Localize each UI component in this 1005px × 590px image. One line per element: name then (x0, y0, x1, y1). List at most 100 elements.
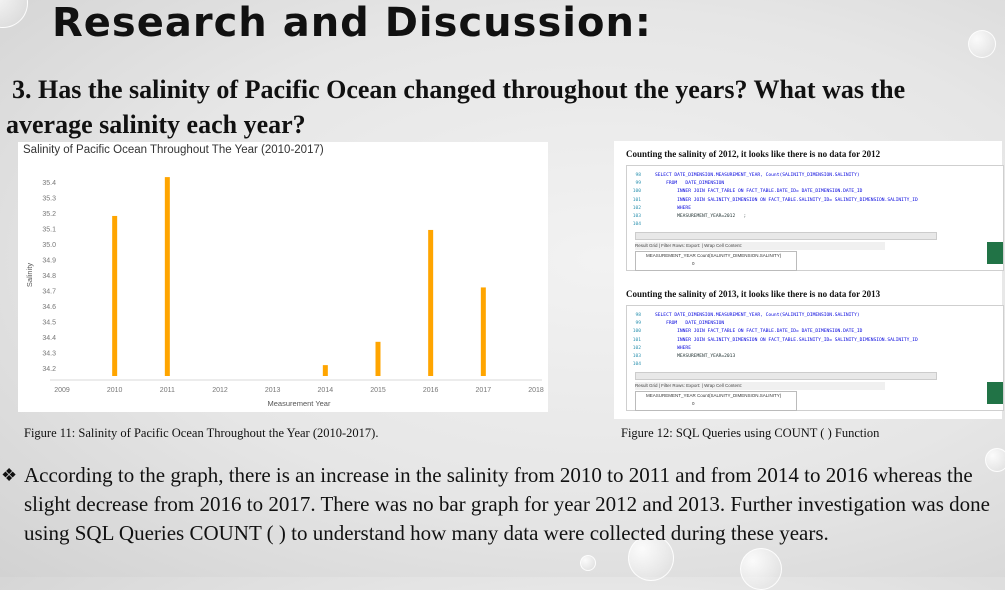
sql-code-line: 104 (627, 361, 918, 369)
code-text: INNER JOIN FACT_TABLE ON FACT_TABLE.DATE… (655, 329, 863, 335)
salinity-bar-chart: 34.2 34.3 34.4 34.5 34.6 34.7 34.8 34.9 35.0 35.1… (25, 177, 544, 408)
decorative-bubble (968, 30, 996, 58)
y-tick-label: 35.1 (42, 226, 56, 233)
code-text: INNER JOIN SALINITY_DIMENSION ON FACT_TA… (655, 337, 918, 343)
bar-2017 (480, 287, 486, 376)
question-line-1: 3. Has the salinity of Pacific Ocean cha… (12, 75, 906, 104)
y-tick-label: 34.2 (42, 366, 56, 373)
salinity-chart-panel: Salinity of Pacific Ocean Throughout The… (18, 142, 548, 412)
sql-code-2013: 98 SELECT DATE_DIMENSION.MEASUREMENT_YEAR… (627, 312, 918, 369)
sql-heading-2012: Counting the salinity of 2012, it looks … (626, 149, 881, 159)
sql-code-2012: 98 SELECT DATE_DIMENSION.MEASUREMENT_YEAR… (627, 172, 918, 229)
discussion-bullet: ❖ According to the graph, there is an in… (0, 461, 1000, 548)
code-text: FROM DATE_DIMENSION (655, 321, 725, 327)
line-number: 98 (635, 313, 641, 318)
result-value: 0 (692, 261, 695, 266)
result-grid-toolbar[interactable]: Result Grid | Filter Rows: Export: | Wra… (635, 382, 885, 390)
x-tick-label: 2016 (423, 387, 439, 394)
line-number: 103 (632, 354, 641, 360)
sql-queries-panel: Counting the salinity of 2012, it looks … (614, 141, 1004, 419)
sql-code-line: 103 MEASUREMENT_YEAR=2012 ; (627, 213, 918, 221)
bar-2014 (322, 365, 328, 376)
code-text: WHERE (655, 205, 691, 211)
diamond-bullet-icon: ❖ (1, 465, 18, 485)
y-tick-label: 35.3 (42, 195, 56, 202)
y-tick-label: 34.4 (42, 335, 56, 342)
code-text: MEASUREMENT_YEAR=2013 (655, 354, 736, 360)
line-number: 100 (632, 189, 641, 195)
line-number: 99 (635, 181, 641, 187)
code-text: SELECT DATE_DIMENSION.MEASUREMENT_YEAR, … (655, 173, 860, 178)
sql-code-line: 99 FROM DATE_DIMENSION (627, 320, 918, 328)
bar-2015 (375, 341, 381, 376)
sql-code-line: 103 MEASUREMENT_YEAR=2013 (627, 353, 918, 361)
line-number: 101 (632, 197, 641, 203)
y-tick-label: 34.9 (42, 257, 56, 264)
horizontal-scrollbar[interactable] (635, 232, 937, 240)
code-text: SELECT DATE_DIMENSION.MEASUREMENT_YEAR, … (655, 313, 860, 318)
y-tick-label: 34.5 (42, 320, 56, 327)
x-tick-label: 2013 (265, 387, 281, 394)
x-tick-label: 2014 (318, 387, 334, 394)
bar-2016 (428, 229, 434, 376)
result-header: MEASUREMENT_YEAR Count(SALINITY_DIMENSIO… (646, 393, 782, 398)
result-grid: MEASUREMENT_YEAR Count(SALINITY_DIMENSIO… (635, 251, 797, 271)
code-text: INNER JOIN SALINITY_DIMENSION ON FACT_TA… (655, 197, 918, 203)
x-tick-label: 2009 (54, 387, 70, 394)
x-axis-label: Measurement Year (268, 399, 331, 408)
slide-title: Research and Discussion: (52, 0, 652, 46)
sql-code-line: 100 INNER JOIN FACT_TABLE ON FACT_TABLE.… (627, 328, 918, 336)
x-tick-label: 2015 (370, 387, 386, 394)
sql-code-line: 104 (627, 221, 918, 229)
sql-code-line: 101 INNER JOIN SALINITY_DIMENSION ON FAC… (627, 197, 918, 205)
result-grid: MEASUREMENT_YEAR Count(SALINITY_DIMENSIO… (635, 391, 797, 411)
line-number: 101 (632, 337, 641, 343)
bar-2011 (164, 177, 170, 376)
y-tick-label: 34.6 (42, 304, 56, 311)
code-text: WHERE (655, 345, 691, 351)
y-tick-label: 34.7 (42, 289, 56, 296)
y-tick-label: 35.2 (42, 211, 56, 218)
y-tick-label: 34.8 (42, 273, 56, 280)
decorative-bubble (740, 548, 782, 590)
x-tick-label: 2011 (160, 387, 175, 394)
line-number: 103 (632, 214, 641, 220)
sql-code-line: 102 WHERE (627, 205, 918, 213)
sql-code-line: 102 WHERE (627, 345, 918, 353)
line-number: 104 (632, 362, 641, 368)
x-tick-label: 2018 (528, 387, 544, 394)
research-question: 3. Has the salinity of Pacific Ocean cha… (6, 72, 1001, 142)
sql-editor-2012: 98 SELECT DATE_DIMENSION.MEASUREMENT_YEAR… (626, 165, 1004, 271)
y-axis-label: Salinity (25, 263, 34, 287)
code-text: FROM DATE_DIMENSION (655, 181, 725, 187)
figure-11-caption: Figure 11: Salinity of Pacific Ocean Thr… (24, 426, 379, 440)
line-number: 98 (635, 173, 641, 178)
result-grid-toolbar[interactable]: Result Grid | Filter Rows: Export: | Wra… (635, 242, 885, 250)
decorative-bubble (985, 448, 1005, 472)
bar-2010 (112, 215, 118, 376)
sql-code-line: 98 SELECT DATE_DIMENSION.MEASUREMENT_YEAR… (627, 172, 918, 180)
excel-export-icon[interactable] (987, 242, 1003, 264)
decorative-bubble (580, 555, 596, 571)
code-text: INNER JOIN FACT_TABLE ON FACT_TABLE.DATE… (655, 189, 863, 195)
y-tick-label: 34.3 (42, 351, 56, 358)
sql-code-line: 99 FROM DATE_DIMENSION (627, 180, 918, 188)
x-tick-label: 2010 (107, 387, 123, 394)
result-header: MEASUREMENT_YEAR Count(SALINITY_DIMENSIO… (646, 253, 782, 258)
figure-12-caption: Figure 12: SQL Queries using COUNT ( ) F… (621, 426, 880, 440)
x-tick-label: 2012 (212, 387, 228, 394)
sql-editor-2013: 98 SELECT DATE_DIMENSION.MEASUREMENT_YEAR… (626, 305, 1004, 411)
sql-code-line: 98 SELECT DATE_DIMENSION.MEASUREMENT_YEAR… (627, 312, 918, 320)
discussion-text: According to the graph, there is an incr… (24, 463, 990, 545)
sql-code-line: 101 INNER JOIN SALINITY_DIMENSION ON FAC… (627, 337, 918, 345)
sql-code-line: 100 INNER JOIN FACT_TABLE ON FACT_TABLE.… (627, 188, 918, 196)
line-number: 104 (632, 222, 641, 228)
question-line-2: average salinity each year? (6, 110, 306, 139)
line-number: 102 (632, 345, 641, 351)
line-number: 102 (632, 205, 641, 211)
sql-heading-2013: Counting the salinity of 2013, it looks … (626, 289, 881, 299)
decorative-bubble (628, 535, 674, 581)
excel-export-icon[interactable] (987, 382, 1003, 404)
horizontal-scrollbar[interactable] (635, 372, 937, 380)
y-tick-label: 35.0 (42, 242, 56, 249)
